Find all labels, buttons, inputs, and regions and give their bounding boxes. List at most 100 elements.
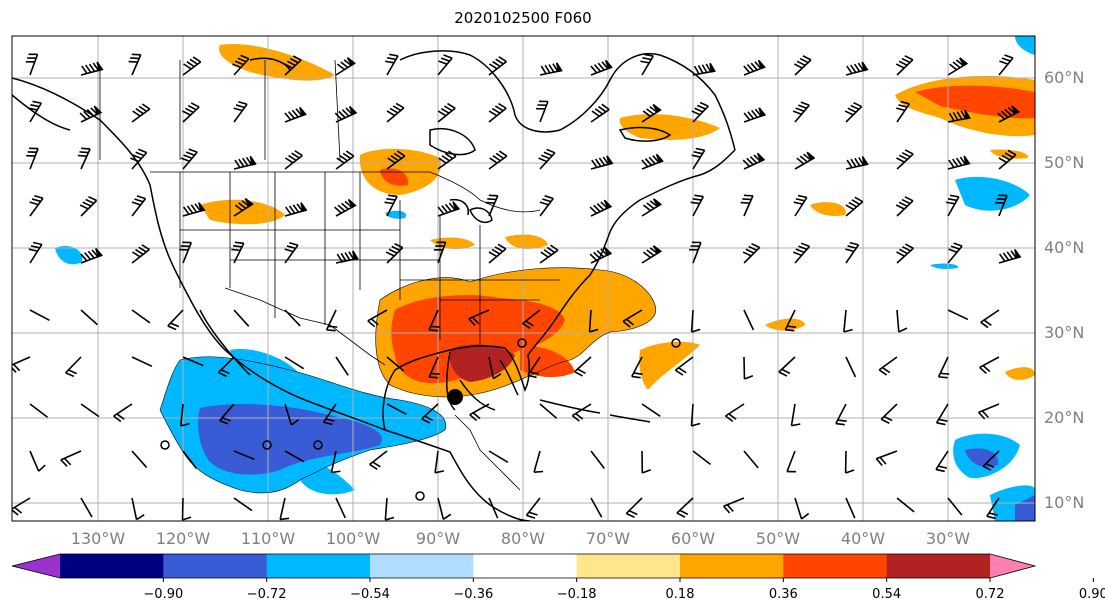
wind-barb — [794, 151, 816, 170]
wind-barb — [896, 309, 908, 333]
longitude-label: 60°W — [670, 529, 716, 548]
wind-barb — [369, 450, 388, 470]
colorbar-tick-label: −0.54 — [350, 587, 390, 602]
wind-barb — [778, 356, 796, 377]
wind-barb — [571, 403, 592, 422]
wind-barb — [468, 309, 490, 326]
wind-barb — [980, 309, 1000, 329]
wind-barb — [539, 62, 563, 76]
wind-barb — [128, 53, 142, 76]
longitude-label: 90°W — [415, 529, 461, 548]
wind-barb — [725, 403, 745, 423]
circle-marker — [160, 440, 170, 450]
wind-barb — [488, 102, 507, 123]
circle-marker — [415, 491, 425, 501]
wind-barb — [130, 148, 148, 170]
wind-barb — [182, 450, 198, 469]
wind-barb — [690, 309, 701, 333]
wind-barb — [674, 356, 694, 376]
wind-barb — [80, 403, 100, 418]
wind-barb — [131, 309, 151, 324]
wind-barb — [421, 403, 439, 424]
colorbar-tick-label: 0.36 — [768, 587, 798, 602]
wind-barb — [29, 450, 46, 472]
wind-barb — [284, 150, 303, 170]
wind-barb — [692, 450, 711, 466]
wind-barb — [437, 497, 452, 520]
colorbar-tick-label: 0.54 — [872, 587, 902, 602]
map-title: 2020102500 F060 — [454, 9, 592, 27]
longitude-label: 130°W — [70, 529, 126, 548]
wind-barb — [233, 155, 257, 170]
wind-barb — [437, 150, 457, 170]
wind-barb — [131, 450, 148, 468]
wind-barb — [743, 107, 767, 123]
wind-barb — [794, 497, 810, 520]
wind-barb — [790, 403, 801, 427]
wind-barb — [77, 147, 91, 170]
wind-barb — [590, 450, 606, 469]
wind-barb — [844, 450, 855, 474]
wind-barb — [65, 356, 82, 378]
wind-barb — [742, 152, 766, 170]
wind-barb — [786, 450, 797, 473]
wind-barb — [131, 356, 153, 368]
wind-barb — [743, 450, 759, 469]
wind-barb — [437, 54, 453, 76]
wind-barb — [131, 497, 145, 521]
wind-barb — [947, 497, 963, 516]
wind-barb — [488, 497, 499, 519]
negative-anomaly-fill — [55, 36, 1035, 521]
wind-barb — [335, 250, 359, 264]
wind-barb — [538, 148, 556, 170]
wind-barb — [232, 54, 250, 76]
markers — [160, 338, 681, 501]
wind-barb — [896, 497, 915, 513]
longitude-label: 40°W — [840, 529, 886, 548]
wind-barb — [895, 196, 914, 217]
wind-barb — [947, 309, 969, 321]
colorbar-bin — [266, 554, 371, 578]
borders — [99, 59, 560, 491]
wind-barb — [845, 156, 869, 170]
wind-barb — [386, 403, 407, 416]
wind-barb — [182, 56, 202, 76]
wind-barb — [522, 309, 541, 329]
wind-barb — [488, 56, 507, 76]
wind-barb — [385, 243, 404, 264]
wind-barb — [982, 450, 1000, 471]
map-panel — [12, 36, 1035, 521]
wind-barb — [998, 249, 1022, 264]
wind-barb — [330, 450, 341, 474]
wind-barb — [28, 100, 43, 123]
colorbar-bin — [163, 554, 268, 578]
longitude-label: 120°W — [155, 529, 211, 548]
latitude-label: 30°N — [1044, 323, 1085, 342]
colorbar-tick-label: −0.90 — [143, 587, 184, 602]
wind-barb — [935, 403, 949, 426]
wind-barb — [167, 309, 184, 331]
wind-barb — [641, 198, 663, 217]
wind-barb — [880, 403, 898, 424]
wind-barb — [131, 195, 147, 217]
wind-barb — [835, 403, 847, 426]
colorbar-bin — [680, 554, 784, 578]
wind-barb — [367, 309, 388, 328]
wind-barb — [29, 309, 50, 321]
wind-barb — [284, 202, 308, 217]
wind-barb — [335, 497, 347, 519]
wind-barb — [986, 497, 1000, 520]
wind-barb — [590, 103, 610, 123]
wind-barb — [217, 356, 235, 378]
wind-barb — [641, 153, 664, 170]
colorbar-tick-label: −0.36 — [453, 587, 494, 602]
wind-barb — [26, 147, 39, 170]
wind-barb — [998, 149, 1017, 170]
wind-barb — [792, 101, 810, 123]
wind-barb — [428, 356, 440, 379]
wind-barb — [384, 194, 398, 217]
longitude-label: 110°W — [240, 529, 296, 548]
longitude-label: 30°W — [925, 529, 971, 548]
wind-barb — [691, 147, 706, 170]
